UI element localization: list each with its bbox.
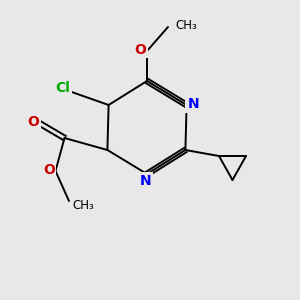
Text: CH₃: CH₃	[72, 199, 94, 212]
Text: N: N	[140, 174, 151, 188]
Text: O: O	[134, 43, 146, 56]
Text: O: O	[28, 115, 40, 128]
Text: N: N	[188, 97, 199, 110]
Text: O: O	[43, 164, 55, 177]
Text: CH₃: CH₃	[176, 19, 197, 32]
Text: Cl: Cl	[56, 82, 70, 95]
